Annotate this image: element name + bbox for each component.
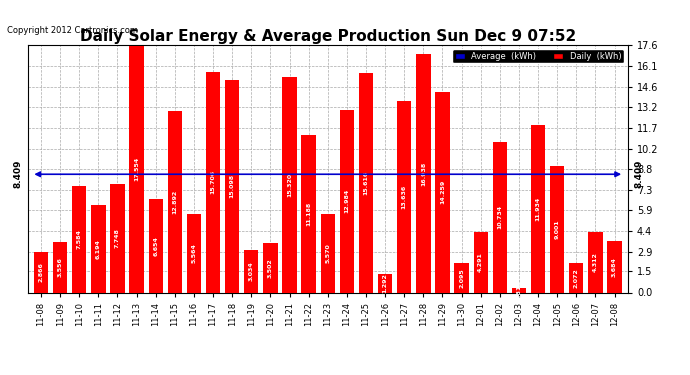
Text: 2.866: 2.866 — [39, 262, 43, 282]
Text: 7.584: 7.584 — [77, 229, 81, 249]
Text: 11.188: 11.188 — [306, 202, 311, 226]
Bar — [339, 110, 354, 292]
Bar — [130, 46, 144, 292]
Text: 9.001: 9.001 — [555, 219, 560, 239]
Text: 15.616: 15.616 — [364, 171, 368, 195]
Text: 11.934: 11.934 — [535, 196, 540, 221]
Text: 3.034: 3.034 — [249, 261, 254, 281]
Bar — [206, 72, 220, 292]
Text: 17.554: 17.554 — [134, 157, 139, 181]
Bar — [512, 288, 526, 292]
Bar — [302, 135, 316, 292]
Text: 14.259: 14.259 — [440, 180, 445, 204]
Bar — [473, 232, 488, 292]
Bar — [589, 232, 602, 292]
Text: 2.095: 2.095 — [459, 268, 464, 288]
Text: 8.409: 8.409 — [635, 160, 644, 189]
Bar — [378, 274, 393, 292]
Bar — [225, 80, 239, 292]
Bar — [34, 252, 48, 292]
Bar — [359, 73, 373, 292]
Bar — [550, 166, 564, 292]
Text: Copyright 2012 Cartronics.com: Copyright 2012 Cartronics.com — [7, 26, 138, 35]
Bar — [72, 186, 86, 292]
Bar — [148, 199, 163, 292]
Text: 4.291: 4.291 — [478, 252, 483, 272]
Text: 15.098: 15.098 — [230, 174, 235, 198]
Bar — [110, 183, 125, 292]
Text: 6.654: 6.654 — [153, 236, 158, 256]
Text: 3.684: 3.684 — [612, 256, 617, 276]
Bar — [607, 241, 622, 292]
Text: 10.734: 10.734 — [497, 205, 502, 229]
Bar — [53, 243, 67, 292]
Text: 12.892: 12.892 — [172, 190, 177, 214]
Text: 16.938: 16.938 — [421, 161, 426, 186]
Bar — [244, 250, 259, 292]
Text: 2.072: 2.072 — [574, 268, 579, 288]
Bar — [282, 77, 297, 292]
Bar — [435, 92, 450, 292]
Bar — [416, 54, 431, 292]
Legend: Average  (kWh), Daily  (kWh): Average (kWh), Daily (kWh) — [452, 49, 624, 63]
Text: 1.292: 1.292 — [382, 273, 388, 293]
Text: 7.748: 7.748 — [115, 228, 120, 248]
Text: 5.564: 5.564 — [191, 243, 197, 263]
Text: 15.320: 15.320 — [287, 173, 292, 197]
Bar — [493, 141, 507, 292]
Bar — [187, 214, 201, 292]
Text: 0.310: 0.310 — [516, 280, 522, 300]
Text: 8.409: 8.409 — [14, 160, 23, 189]
Bar — [455, 263, 469, 292]
Text: 3.556: 3.556 — [57, 258, 63, 278]
Text: 6.194: 6.194 — [96, 239, 101, 259]
Title: Daily Solar Energy & Average Production Sun Dec 9 07:52: Daily Solar Energy & Average Production … — [79, 29, 576, 44]
Bar — [91, 206, 106, 292]
Bar — [168, 111, 182, 292]
Text: 13.636: 13.636 — [402, 184, 406, 209]
Bar — [569, 263, 584, 292]
Bar — [263, 243, 277, 292]
Bar — [321, 214, 335, 292]
Text: 3.502: 3.502 — [268, 258, 273, 278]
Text: 5.570: 5.570 — [325, 243, 331, 263]
Text: 15.706: 15.706 — [210, 170, 215, 194]
Text: 12.984: 12.984 — [344, 189, 349, 213]
Text: 4.312: 4.312 — [593, 252, 598, 272]
Bar — [531, 124, 545, 292]
Bar — [397, 101, 411, 292]
